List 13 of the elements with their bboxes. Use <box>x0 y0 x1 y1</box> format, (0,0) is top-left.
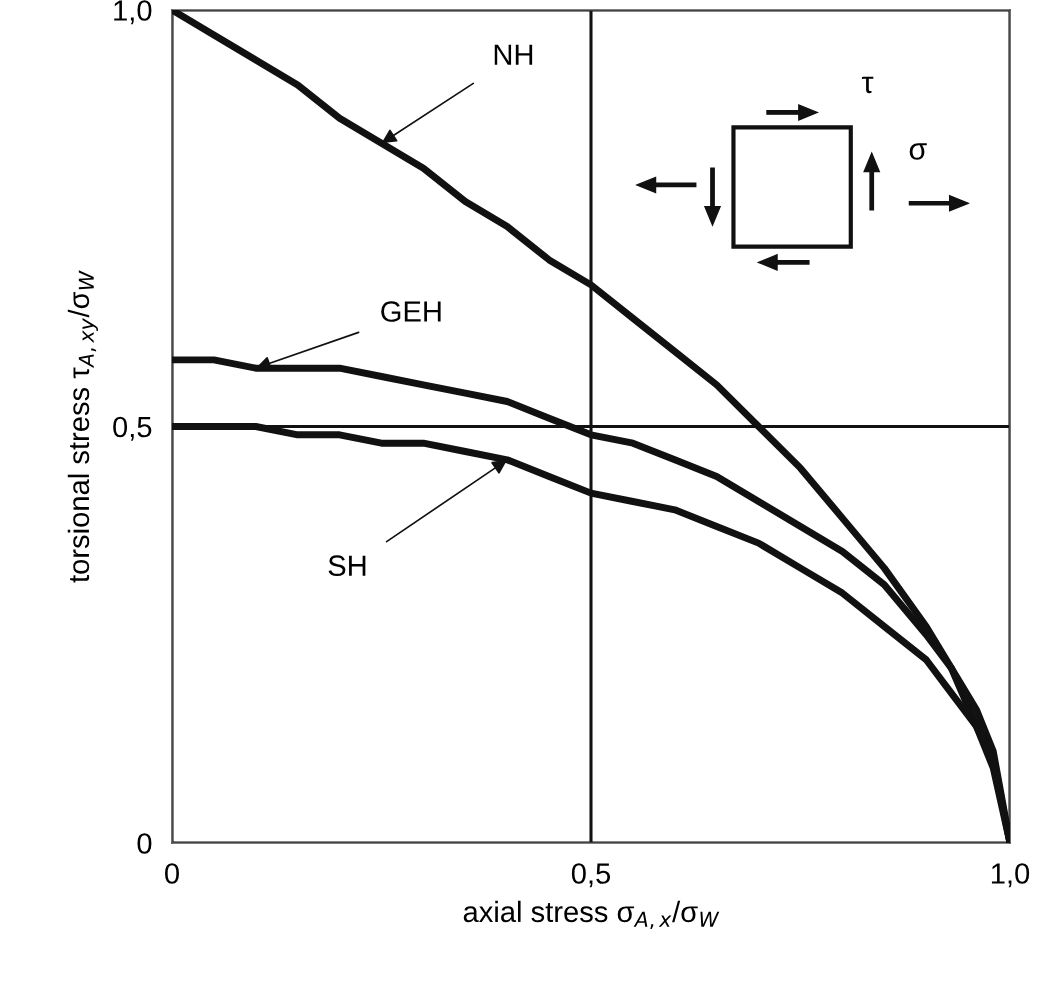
annotation: σ <box>909 143 927 160</box>
annotation: SH <box>328 555 366 576</box>
annotation: GEH <box>381 301 441 322</box>
y-tick-label: 0 <box>137 833 152 854</box>
x-tick-label: 0 <box>165 863 179 884</box>
annotation: τ <box>861 76 874 94</box>
y-tick-label: 1,0 <box>114 0 152 25</box>
annotation: NH <box>494 44 533 65</box>
y-tick-label: 0,5 <box>113 416 152 441</box>
x-tick-label: 1,0 <box>991 863 1030 888</box>
x-tick-label: 0,5 <box>571 863 611 888</box>
y-axis-title: torsional stress τ$_{A,xy}$/σ$_{W}$ <box>67 270 98 583</box>
x-axis-title: axial stress σ$_{A,x}$/σ$_{W}$ <box>463 900 720 930</box>
